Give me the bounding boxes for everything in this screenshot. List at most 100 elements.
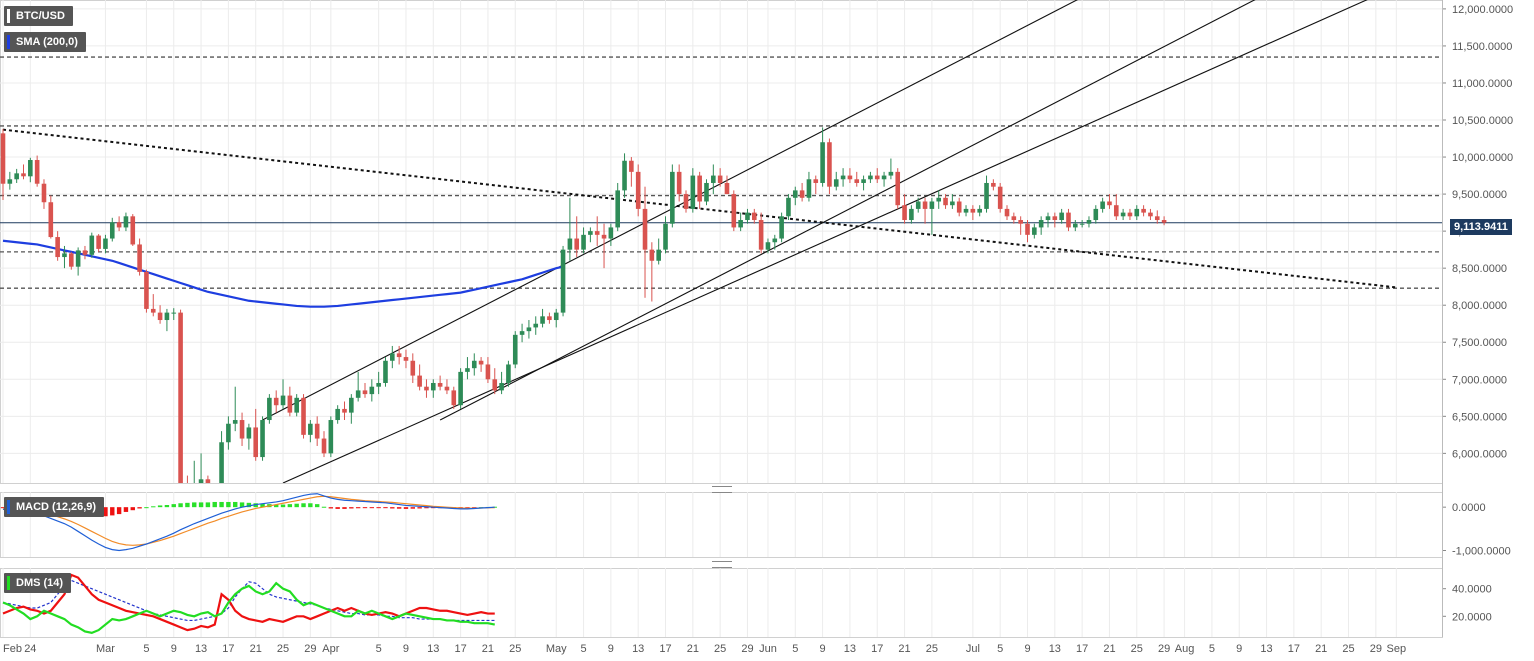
candle-body[interactable] bbox=[355, 390, 361, 398]
candle-body[interactable] bbox=[362, 390, 368, 395]
candle-body[interactable] bbox=[301, 397, 306, 435]
macd-histogram-bar[interactable] bbox=[287, 504, 293, 508]
candle-body[interactable] bbox=[499, 382, 504, 391]
candle-body[interactable] bbox=[349, 397, 354, 413]
candle-body[interactable] bbox=[1154, 216, 1160, 221]
candle-body[interactable] bbox=[253, 427, 259, 458]
macd-histogram-bar[interactable] bbox=[308, 503, 313, 508]
macd-histogram-bar[interactable] bbox=[212, 501, 217, 508]
candle-body[interactable] bbox=[1066, 212, 1071, 228]
candle-body[interactable] bbox=[1011, 216, 1017, 221]
macd-histogram-bar[interactable] bbox=[178, 503, 183, 508]
candle-body[interactable] bbox=[642, 208, 648, 250]
candle-body[interactable] bbox=[75, 250, 81, 267]
candle-body[interactable] bbox=[82, 250, 88, 255]
macd-histogram-bar[interactable] bbox=[130, 507, 135, 511]
candle-body[interactable] bbox=[267, 397, 272, 421]
candle-body[interactable] bbox=[594, 231, 600, 235]
candle-body[interactable] bbox=[444, 386, 450, 391]
candle-body[interactable] bbox=[89, 235, 95, 255]
candle-body[interactable] bbox=[799, 190, 805, 198]
candle-body[interactable] bbox=[519, 331, 525, 335]
candle-body[interactable] bbox=[608, 227, 614, 239]
candle-body[interactable] bbox=[1113, 205, 1119, 217]
candle-body[interactable] bbox=[369, 386, 375, 395]
candle-body[interactable] bbox=[984, 182, 989, 209]
candle-body[interactable] bbox=[765, 242, 771, 250]
macd-histogram-bar[interactable] bbox=[137, 507, 142, 509]
macd-histogram-bar[interactable] bbox=[396, 507, 402, 509]
candle-body[interactable] bbox=[731, 194, 737, 228]
candle-body[interactable] bbox=[526, 327, 532, 332]
candle-body[interactable] bbox=[1161, 220, 1167, 223]
macd-histogram-bar[interactable] bbox=[376, 507, 381, 509]
macd-histogram-bar[interactable] bbox=[314, 504, 320, 508]
macd-histogram-bar[interactable] bbox=[239, 502, 245, 508]
candle-body[interactable] bbox=[451, 390, 457, 406]
macd-histogram-bar[interactable] bbox=[274, 504, 279, 508]
candle-body[interactable] bbox=[458, 371, 463, 406]
candle-body[interactable] bbox=[308, 423, 313, 435]
candle-body[interactable] bbox=[697, 175, 702, 202]
macd-histogram-bar[interactable] bbox=[260, 503, 265, 508]
macd-legend-label[interactable]: MACD (12,26,9) bbox=[4, 497, 105, 517]
candle-body[interactable] bbox=[478, 360, 484, 365]
macd-histogram-bar[interactable] bbox=[355, 507, 361, 509]
candle-body[interactable] bbox=[410, 360, 416, 376]
candle-body[interactable] bbox=[1120, 212, 1126, 217]
candle-body[interactable] bbox=[629, 160, 634, 172]
macd-histogram-bar[interactable] bbox=[335, 507, 340, 509]
candle-body[interactable] bbox=[779, 216, 784, 239]
candle-body[interactable] bbox=[888, 171, 894, 176]
candle-body[interactable] bbox=[717, 175, 723, 183]
candle-body[interactable] bbox=[635, 171, 641, 209]
macd-histogram-bar[interactable] bbox=[219, 501, 224, 508]
candle-body[interactable] bbox=[745, 212, 750, 221]
candle-body[interactable] bbox=[1100, 201, 1105, 209]
candle-body[interactable] bbox=[1086, 220, 1092, 224]
candle-body[interactable] bbox=[321, 438, 327, 454]
macd-histogram-bar[interactable] bbox=[123, 507, 129, 512]
candle-body[interactable] bbox=[512, 334, 518, 365]
candle-body[interactable] bbox=[915, 201, 921, 209]
candle-body[interactable] bbox=[792, 190, 798, 198]
candle-body[interactable] bbox=[34, 160, 40, 184]
candle-body[interactable] bbox=[1052, 216, 1058, 221]
candle-body[interactable] bbox=[806, 179, 812, 198]
candle-body[interactable] bbox=[833, 179, 839, 187]
candle-body[interactable] bbox=[977, 208, 982, 213]
candle-body[interactable] bbox=[540, 316, 545, 324]
minus-di-line[interactable] bbox=[2, 573, 495, 632]
candle-body[interactable] bbox=[752, 212, 757, 221]
candle-body[interactable] bbox=[854, 179, 860, 183]
candle-body[interactable] bbox=[861, 179, 866, 183]
candle-body[interactable] bbox=[663, 223, 668, 250]
candle-body[interactable] bbox=[997, 186, 1003, 209]
candle-body[interactable] bbox=[963, 208, 969, 213]
candle-body[interactable] bbox=[471, 360, 477, 369]
candle-body[interactable] bbox=[786, 197, 791, 217]
macd-histogram-bar[interactable] bbox=[390, 507, 395, 509]
macd-histogram-bar[interactable] bbox=[253, 503, 258, 508]
candle-body[interactable] bbox=[424, 386, 429, 391]
candle-body[interactable] bbox=[294, 397, 299, 413]
candle-body[interactable] bbox=[485, 364, 491, 380]
candle-body[interactable] bbox=[130, 216, 136, 245]
candle-body[interactable] bbox=[895, 171, 901, 206]
macd-histogram-bar[interactable] bbox=[0, 507, 6, 509]
candle-body[interactable] bbox=[239, 420, 245, 439]
sma-200-line[interactable] bbox=[2, 239, 564, 308]
candle-body[interactable] bbox=[55, 237, 60, 258]
candle-body[interactable] bbox=[881, 175, 887, 180]
candle-body[interactable] bbox=[506, 364, 511, 383]
candle-body[interactable] bbox=[601, 234, 607, 239]
macd-pane-resize-handle[interactable] bbox=[712, 486, 732, 493]
channel-line[interactable] bbox=[262, 0, 1103, 421]
candle-body[interactable] bbox=[547, 316, 552, 321]
candle-body[interactable] bbox=[567, 238, 573, 250]
macd-histogram-bar[interactable] bbox=[205, 502, 211, 508]
candle-body[interactable] bbox=[246, 427, 252, 439]
macd-histogram-bar[interactable] bbox=[383, 507, 388, 509]
candle-body[interactable] bbox=[403, 357, 409, 361]
